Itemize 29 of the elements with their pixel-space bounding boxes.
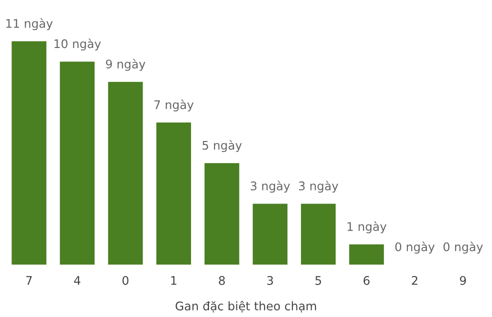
bar: [156, 122, 192, 265]
data-label: 3 ngày: [298, 180, 338, 193]
bar: [12, 41, 46, 265]
x-tick-label: 6: [364, 276, 370, 285]
data-label: 11 ngày: [6, 18, 53, 30]
data-label: 9 ngày: [106, 58, 146, 71]
x-tick-label: 0: [122, 276, 128, 285]
bar: [300, 204, 336, 265]
data-label: 7 ngày: [154, 100, 194, 112]
data-label: 5 ngày: [202, 140, 242, 152]
x-tick-label: 8: [218, 276, 225, 285]
bar: [252, 204, 288, 265]
data-label: 0 ngày: [395, 242, 435, 254]
x-tick-label: 9: [460, 276, 466, 285]
x-tick-label: 5: [315, 276, 322, 285]
x-tick-label: 3: [267, 276, 273, 285]
data-label: 3 ngày: [250, 180, 290, 193]
data-label: 0 ngày: [444, 242, 483, 254]
data-label: 1 ngày: [348, 221, 386, 234]
bar: [60, 62, 95, 265]
bar: [349, 244, 384, 265]
data-label: 10 ngày: [54, 38, 101, 50]
x-tick-label: 4: [74, 276, 80, 285]
x-tick-label: 2: [412, 276, 418, 285]
x-tick-label: 1: [171, 276, 176, 285]
x-tick-label: 7: [26, 276, 32, 285]
bar: [108, 82, 143, 265]
bar: [204, 163, 240, 265]
x-axis-title: Gan đặc biệt theo chạm: [176, 300, 316, 312]
